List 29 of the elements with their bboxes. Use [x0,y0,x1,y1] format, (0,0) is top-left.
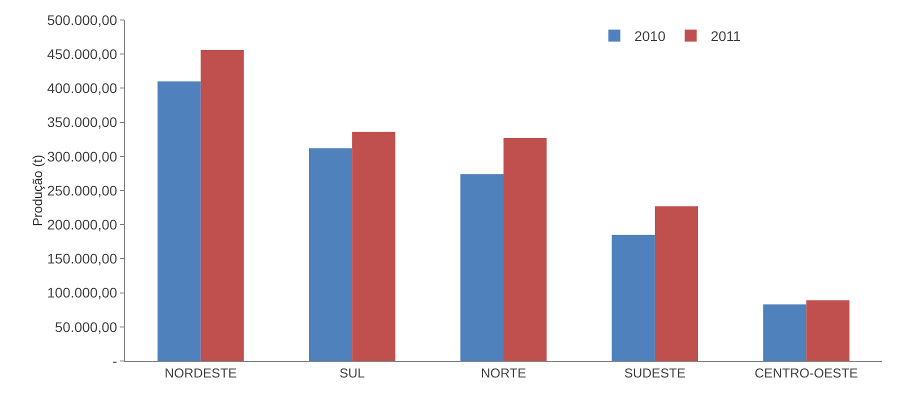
legend-label: 2011 [710,28,742,44]
x-tick-label: NORTE [480,366,526,381]
bar [308,148,352,361]
x-tick-label: SUL [339,366,365,381]
y-tick-label: - [112,352,118,369]
y-tick-label: 500.000,00 [47,12,118,28]
bar [352,132,396,361]
x-tick-label: NORDESTE [164,366,238,381]
legend-label: 2010 [634,28,666,44]
x-tick-label: CENTRO-OESTE [754,366,858,381]
bar [200,50,244,361]
x-tick-label: SUDESTE [624,366,686,381]
bar [460,174,504,361]
y-tick-label: 300.000,00 [47,148,118,164]
y-tick-label: 400.000,00 [47,80,118,96]
y-tick-label: 350.000,00 [47,114,118,130]
bar [612,234,655,361]
bar [654,206,698,361]
bar [158,81,201,361]
y-tick-label: 100.000,00 [47,284,118,301]
y-axis-title: Produção (t) [30,154,46,226]
y-tick-label: 450.000,00 [47,46,118,62]
bar [763,304,806,361]
y-tick-label: 250.000,00 [47,182,118,198]
y-tick-label: 50.000,00 [54,318,118,335]
bar [806,300,850,361]
bar [504,138,547,361]
y-tick-label: 150.000,00 [47,250,118,267]
y-tick-label: 200.000,00 [47,216,118,232]
